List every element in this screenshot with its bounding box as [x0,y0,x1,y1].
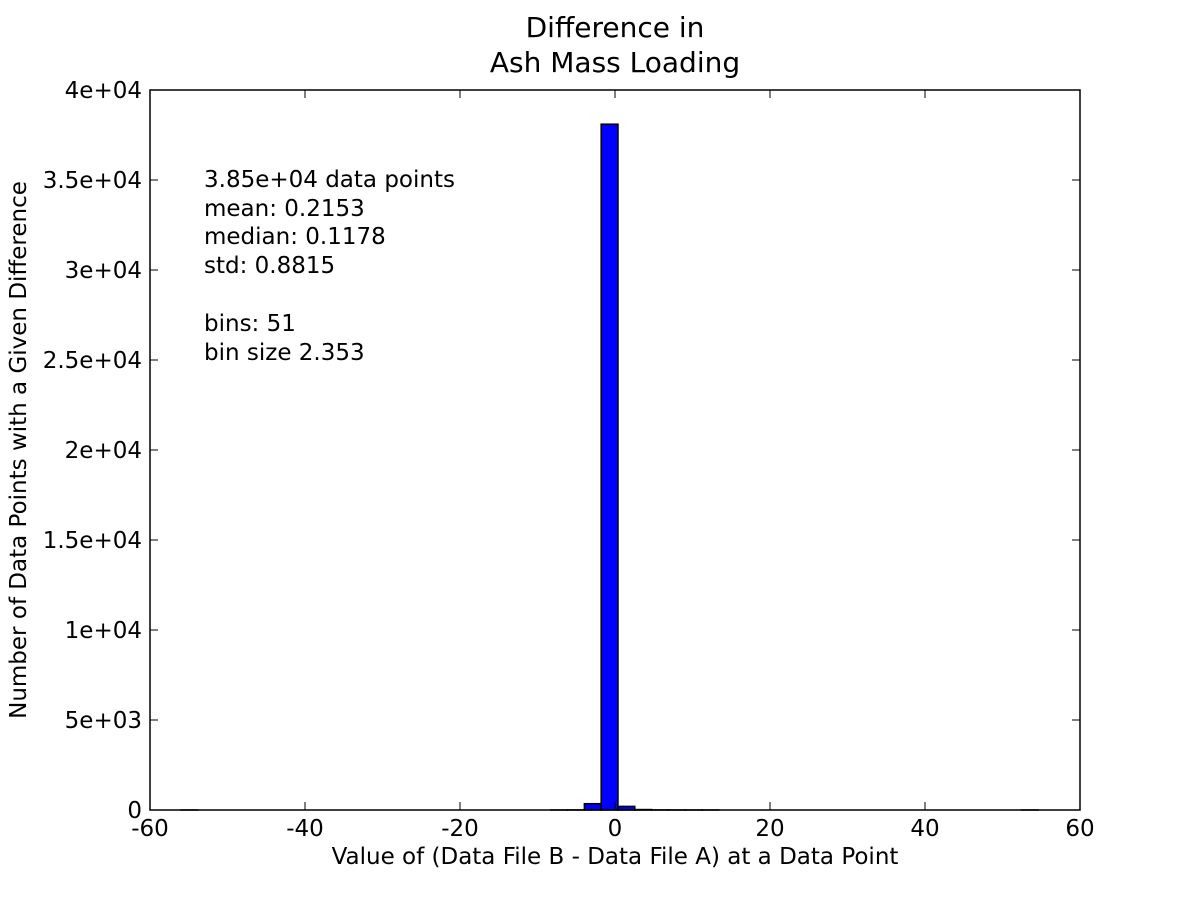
annotation-line-bins: bins: 51 [204,311,296,337]
y-tick-label: 1.5e+04 [43,528,142,554]
annotation-line-median: median: 0.1178 [204,224,386,250]
histogram-bar [584,804,601,810]
annotation-line-bin-size: bin size 2.353 [204,340,365,366]
y-axis-label: Number of Data Points with a Given Diffe… [6,181,32,719]
annotation-line-count: 3.85e+04 data points [204,167,455,193]
stats-annotation: 3.85e+04 data points mean: 0.2153 median… [204,167,455,366]
annotation-line-mean: mean: 0.2153 [204,196,365,222]
x-axis-label: Value of (Data File B - Data File A) at … [332,844,899,870]
y-tick-label: 4e+04 [65,78,142,104]
x-tick-label: 40 [910,816,939,842]
y-tick-label: 1e+04 [65,618,142,644]
y-tick-label: 5e+03 [65,708,142,734]
x-tick-label: 0 [608,816,623,842]
y-tick-label: 0 [127,798,142,824]
y-tick-label: 3e+04 [65,258,142,284]
x-tick-label: 20 [755,816,784,842]
annotation-line-std: std: 0.8815 [204,253,335,279]
chart-title-line-1: Difference in [526,11,705,44]
y-tick-label: 2.5e+04 [43,348,142,374]
x-tick-label: 60 [1065,816,1094,842]
x-tick-label: -40 [286,816,324,842]
histogram-bar [601,124,618,810]
chart-title-line-2: Ash Mass Loading [490,46,740,79]
y-tick-label: 2e+04 [65,438,142,464]
x-tick-label: -20 [441,816,479,842]
y-tick-label: 3.5e+04 [43,168,142,194]
